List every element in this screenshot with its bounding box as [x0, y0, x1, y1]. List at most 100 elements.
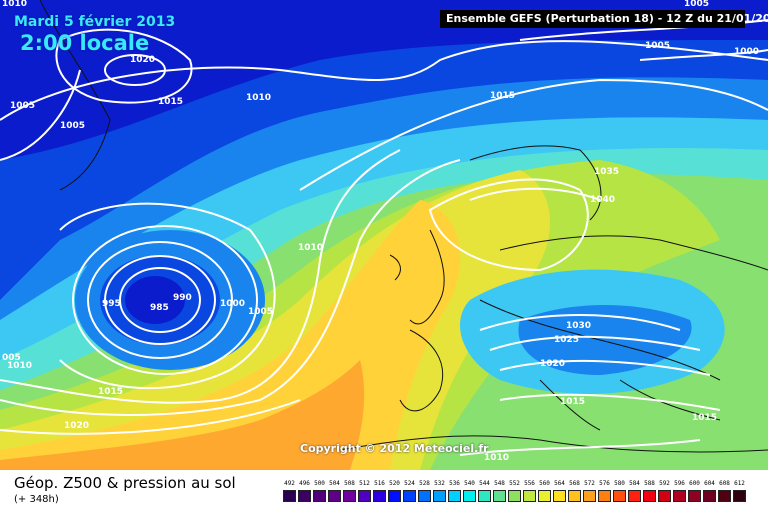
- isobar-1020-south: [0, 399, 301, 435]
- isobar-985: [119, 267, 201, 333]
- scale-swatch: [598, 490, 611, 502]
- scale-swatch: [583, 490, 596, 502]
- balkans-coast: [619, 379, 721, 421]
- label-990: 990: [173, 293, 192, 303]
- color-scale: 492 496 500 504 508 512 516 520 524 528 532 536 540 5…: [283, 480, 751, 510]
- scale-swatch: [613, 490, 626, 502]
- scale-swatch: [568, 490, 581, 502]
- scale-label: 536: [449, 480, 460, 487]
- label-1005: 1005: [248, 307, 273, 317]
- scale-swatch: [388, 490, 401, 502]
- map-header: Mardi 5 février 2013 2:00 locale: [14, 14, 175, 56]
- label-1005-top: 1005: [684, 0, 709, 9]
- isobar-1030: [479, 314, 681, 331]
- label-1000-ne: 1000: [734, 47, 759, 57]
- time-label: 2:00 locale: [20, 31, 150, 55]
- scale-swatch: [658, 490, 671, 502]
- footer: Géop. Z500 & pression au sol (+ 348h) 49…: [0, 470, 768, 512]
- scale-label: 540: [464, 480, 475, 487]
- scale-label: 504: [329, 480, 340, 487]
- atlantic-low-core: [125, 276, 185, 324]
- label-1005-north: 1005: [645, 41, 670, 51]
- scale-label: 524: [404, 480, 415, 487]
- label-1030: 1030: [566, 321, 591, 331]
- label-1005-greenland: 1005: [60, 121, 85, 131]
- scale-label: 592: [659, 480, 670, 487]
- scale-swatch: [628, 490, 641, 502]
- isobar-1010-north: [0, 40, 768, 121]
- label-1000: 1000: [220, 299, 245, 309]
- scale-label: 500: [314, 480, 325, 487]
- label-1020-greenland: 1020: [130, 55, 155, 65]
- label-995: 995: [102, 299, 121, 309]
- isobar-1015-mid: [299, 78, 768, 191]
- label-1015-se: 1015: [692, 413, 717, 423]
- scale-label: 552: [509, 480, 520, 487]
- isobar-1015-greenland: [55, 28, 193, 104]
- label-1010-corner: 1010: [2, 0, 27, 9]
- scale-swatch: [343, 490, 356, 502]
- scale-label: 588: [644, 480, 655, 487]
- isobar-labels: 1020 1015 1010 1005 1005 1005 1000 1015 …: [2, 0, 759, 463]
- label-1015-greenland: 1015: [158, 97, 183, 107]
- scale-label: 516: [374, 480, 385, 487]
- model-run-label: Ensemble GEFS (Perturbation 18) - 12 Z d…: [440, 10, 768, 28]
- scale-label: 568: [569, 480, 580, 487]
- label-1015-east: 1015: [560, 397, 585, 407]
- label-1010-mid: 1010: [298, 243, 323, 253]
- scale-swatch: [373, 490, 386, 502]
- copyright-label: Copyright © 2012 Meteociel.fr: [300, 442, 489, 455]
- scale-label: 512: [359, 480, 370, 487]
- isobar-995: [87, 241, 233, 359]
- scale-swatch: [553, 490, 566, 502]
- isobar-990: [104, 255, 216, 345]
- label-1040: 1040: [590, 195, 615, 205]
- scale-swatch: [403, 490, 416, 502]
- weather-map: 1020 1015 1010 1005 1005 1005 1000 1015 …: [0, 0, 768, 470]
- scale-label: 532: [434, 480, 445, 487]
- scale-swatch: [493, 490, 506, 502]
- ireland-coast: [389, 254, 401, 281]
- isobar-1035: [428, 178, 589, 272]
- scale-label: 608: [719, 480, 730, 487]
- scale-label: 528: [419, 480, 430, 487]
- label-985: 985: [150, 303, 169, 313]
- scale-swatch: [283, 490, 296, 502]
- scale-swatch: [718, 490, 731, 502]
- label-1015-mid: 1015: [490, 91, 515, 101]
- date-label: Mardi 5 février 2013: [14, 14, 176, 30]
- north-europe-coast: [499, 235, 768, 271]
- scale-swatch: [643, 490, 656, 502]
- label-1020-east: 1020: [540, 359, 565, 369]
- scale-swatch: [433, 490, 446, 502]
- isobar-1025: [489, 335, 701, 351]
- chart-title: Géop. Z500 & pression au sol: [14, 474, 236, 492]
- label-1010-north: 1010: [246, 93, 271, 103]
- coastlines: [39, 0, 768, 453]
- africa-coast: [339, 435, 768, 453]
- scale-label: 556: [524, 480, 535, 487]
- isobar-1005: [59, 202, 276, 390]
- scale-label: 564: [554, 480, 565, 487]
- label-1010-south: 1010: [484, 453, 509, 463]
- scale-label: 496: [299, 480, 310, 487]
- isobar-1015-ring: [0, 159, 461, 416]
- isobar-1000: [72, 225, 258, 375]
- label-1035: 1035: [594, 167, 619, 177]
- label-1025: 1025: [554, 335, 579, 345]
- scale-swatch: [313, 490, 326, 502]
- lead-time: (+ 348h): [14, 494, 59, 505]
- label-005-edge: 005: [2, 353, 21, 363]
- iberia-coast: [399, 329, 444, 412]
- isobar-1020-east: [499, 359, 711, 376]
- scale-swatch: [688, 490, 701, 502]
- isobar-1000-ne: [639, 49, 768, 61]
- scale-swatch: [508, 490, 521, 502]
- scale-swatch: [463, 490, 476, 502]
- scale-swatch: [478, 490, 491, 502]
- isobar-1015-east: [499, 393, 721, 411]
- greenland-coast: [39, 0, 111, 191]
- scale-label: 548: [494, 480, 505, 487]
- uk-coast: [409, 229, 445, 325]
- scale-label: 572: [584, 480, 595, 487]
